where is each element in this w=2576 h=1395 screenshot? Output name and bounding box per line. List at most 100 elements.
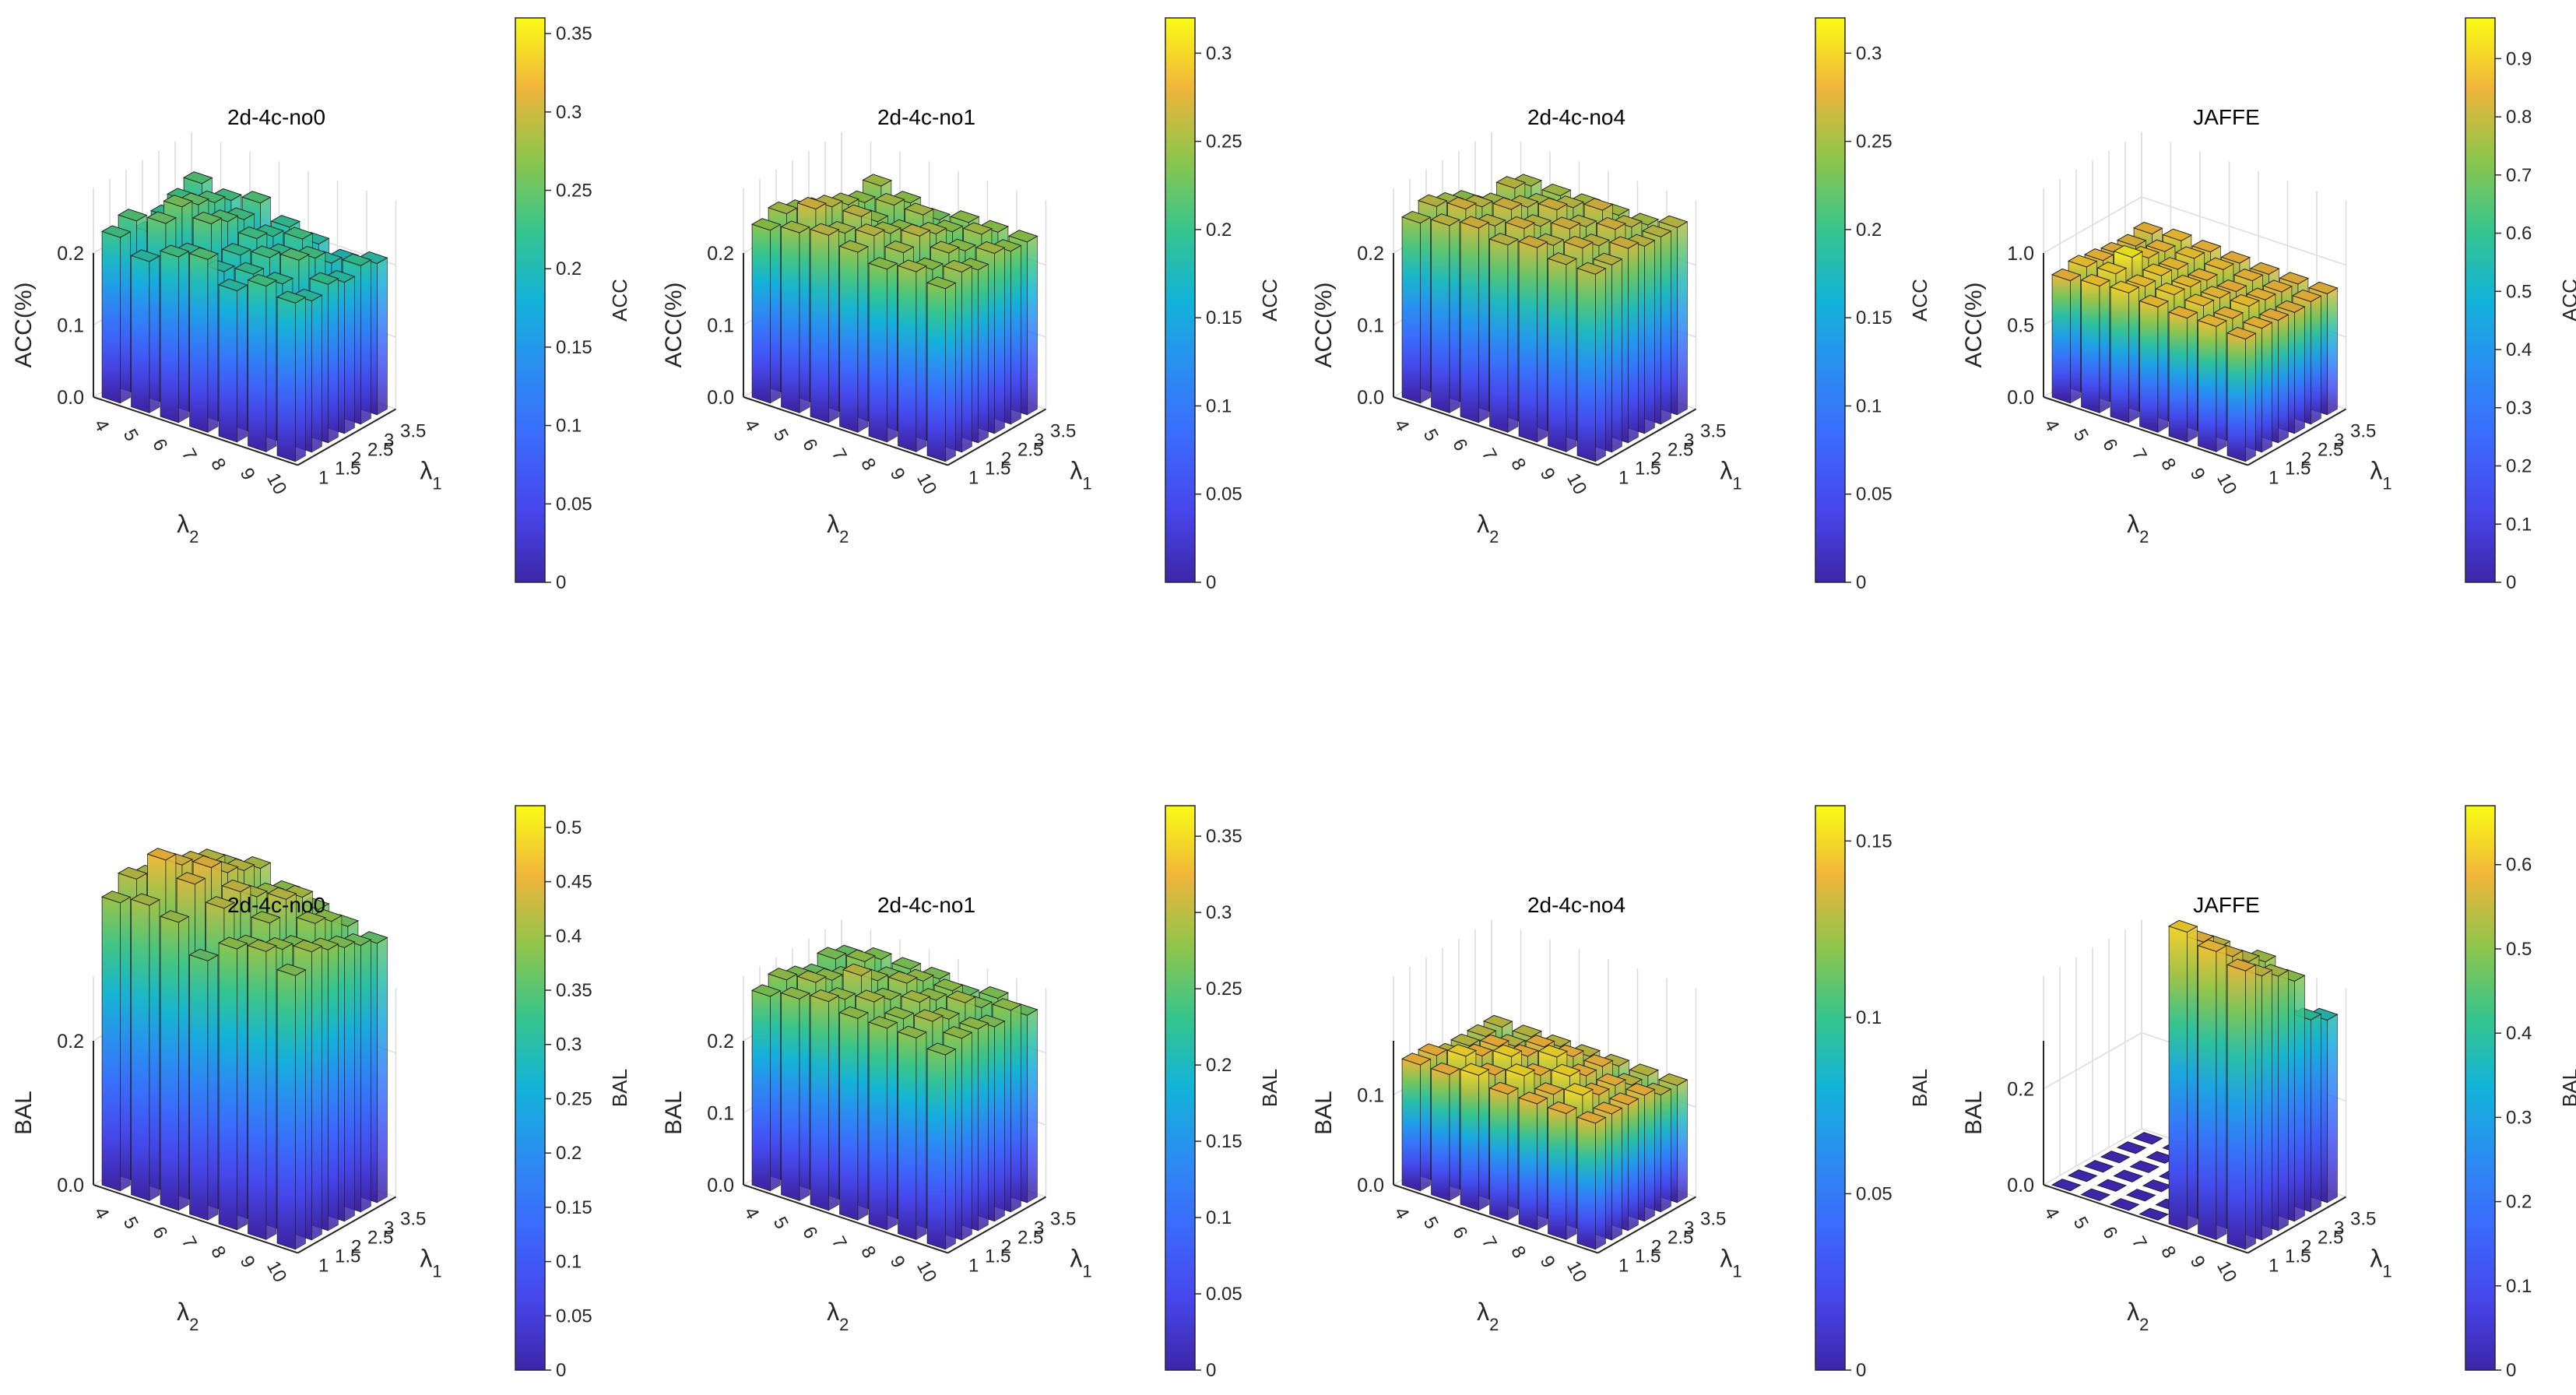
bar-top bbox=[221, 879, 252, 893]
bar bbox=[217, 278, 248, 443]
bar-front bbox=[101, 896, 121, 1192]
bar-top bbox=[958, 1017, 989, 1030]
bar-top bbox=[192, 211, 223, 225]
bar-top bbox=[2096, 1179, 2128, 1192]
bar-front bbox=[751, 989, 771, 1192]
bar-side bbox=[857, 1012, 869, 1221]
colorbar-tick-label: 0.1 bbox=[2506, 1276, 2532, 1297]
bar bbox=[897, 259, 928, 452]
x-axis-label-symbol: λ bbox=[2127, 510, 2139, 538]
colorbar-gradient bbox=[2465, 805, 2496, 1371]
bar-side bbox=[961, 265, 972, 453]
bar-side bbox=[1027, 235, 1038, 416]
bar-top bbox=[1482, 1014, 1513, 1028]
colorbar-label: ACC bbox=[608, 279, 631, 322]
bar-side bbox=[1537, 1097, 1548, 1231]
x-axis-line bbox=[1393, 396, 1598, 466]
x-tick-label: 9 bbox=[236, 1253, 259, 1271]
x-tick-label: 7 bbox=[2128, 445, 2151, 464]
bars bbox=[1400, 174, 1689, 462]
y-axis-label-sub: 1 bbox=[1082, 1261, 1091, 1281]
bar bbox=[2080, 273, 2111, 413]
bar-side bbox=[1661, 230, 1671, 425]
bar-side bbox=[799, 993, 810, 1201]
bar bbox=[780, 220, 811, 413]
bar-front bbox=[1431, 219, 1450, 413]
panel-title: 2d-4c-no1 bbox=[877, 105, 975, 129]
bar bbox=[1517, 1091, 1548, 1231]
bar bbox=[926, 276, 957, 462]
y-tick-label: 2.5 bbox=[1017, 440, 1043, 461]
x-axis-label: λ2 bbox=[2127, 510, 2149, 546]
bar-front bbox=[1548, 1107, 1567, 1240]
y-axis-label-sub: 1 bbox=[1082, 473, 1091, 493]
bar-top bbox=[234, 262, 265, 275]
y-axis-line bbox=[2247, 408, 2346, 466]
bar-front bbox=[2198, 945, 2217, 1240]
bar-top bbox=[1488, 233, 1520, 246]
z-tick-label: 0.0 bbox=[707, 1175, 734, 1196]
bar-top bbox=[2080, 1188, 2111, 1201]
bar-top bbox=[188, 247, 220, 260]
bar-top bbox=[1592, 1102, 1623, 1115]
colorbar-tick-label: 0.6 bbox=[2506, 855, 2532, 876]
y-axis-label-sub: 1 bbox=[2382, 1261, 2391, 1281]
bar bbox=[1400, 210, 1432, 404]
x-tick-label: 9 bbox=[1536, 465, 1559, 483]
bar-side bbox=[265, 279, 277, 452]
x-axis-line bbox=[743, 1184, 948, 1254]
bar-front bbox=[2198, 320, 2217, 452]
bar bbox=[130, 893, 161, 1201]
bar bbox=[2096, 1179, 2128, 1192]
bar-top bbox=[2279, 272, 2310, 285]
bar-front bbox=[898, 1031, 917, 1240]
y-tick-label: 2 bbox=[1651, 449, 1661, 470]
bar-top bbox=[930, 241, 961, 254]
bar bbox=[100, 225, 132, 404]
bar-top bbox=[276, 290, 307, 304]
y-tick-label: 2.5 bbox=[367, 1228, 393, 1249]
bar-top bbox=[862, 174, 893, 187]
bar-side bbox=[1611, 258, 1622, 453]
bar-front bbox=[868, 262, 887, 443]
bar bbox=[926, 1042, 957, 1250]
y-tick-label: 1 bbox=[2268, 1256, 2279, 1277]
bar-top bbox=[1400, 1052, 1432, 1066]
bar-side bbox=[857, 246, 869, 433]
colorbar-tick-label: 0.2 bbox=[1856, 220, 1882, 241]
bar bbox=[897, 1025, 928, 1240]
bar-front bbox=[131, 898, 150, 1201]
colorbar-label: ACC bbox=[2558, 279, 2576, 322]
x-tick-label: 5 bbox=[119, 426, 142, 445]
bar bbox=[2051, 268, 2082, 404]
bar bbox=[2129, 1160, 2160, 1173]
bar-side bbox=[1537, 241, 1548, 443]
bar-side bbox=[237, 284, 248, 443]
bar-top bbox=[2109, 1198, 2140, 1211]
y-axis-label: λ1 bbox=[1720, 457, 1741, 494]
bar-side bbox=[2216, 945, 2227, 1240]
y-axis-line bbox=[947, 1196, 1046, 1254]
colorbar-tick-label: 0.1 bbox=[1206, 395, 1232, 416]
colorbar-tick-label: 0.1 bbox=[1856, 395, 1882, 416]
bar-top bbox=[884, 1007, 915, 1020]
colorbar-tick-label: 0.05 bbox=[1206, 484, 1242, 505]
bar-top bbox=[2142, 263, 2173, 276]
bar-top bbox=[1608, 1092, 1639, 1105]
bars bbox=[2051, 919, 2339, 1250]
bar-top bbox=[962, 222, 993, 235]
z-tick-label: 0.1 bbox=[57, 315, 84, 337]
bar-top bbox=[2067, 255, 2098, 268]
axes bbox=[743, 1041, 1046, 1254]
bar-top bbox=[2220, 251, 2251, 264]
bar-top bbox=[2109, 280, 2140, 293]
z-tick-label: 0.0 bbox=[707, 387, 734, 409]
bar-top bbox=[1430, 213, 1461, 227]
bar-top bbox=[897, 1025, 928, 1038]
bar bbox=[159, 244, 190, 423]
bar bbox=[750, 984, 782, 1192]
bar-top bbox=[2184, 293, 2215, 307]
